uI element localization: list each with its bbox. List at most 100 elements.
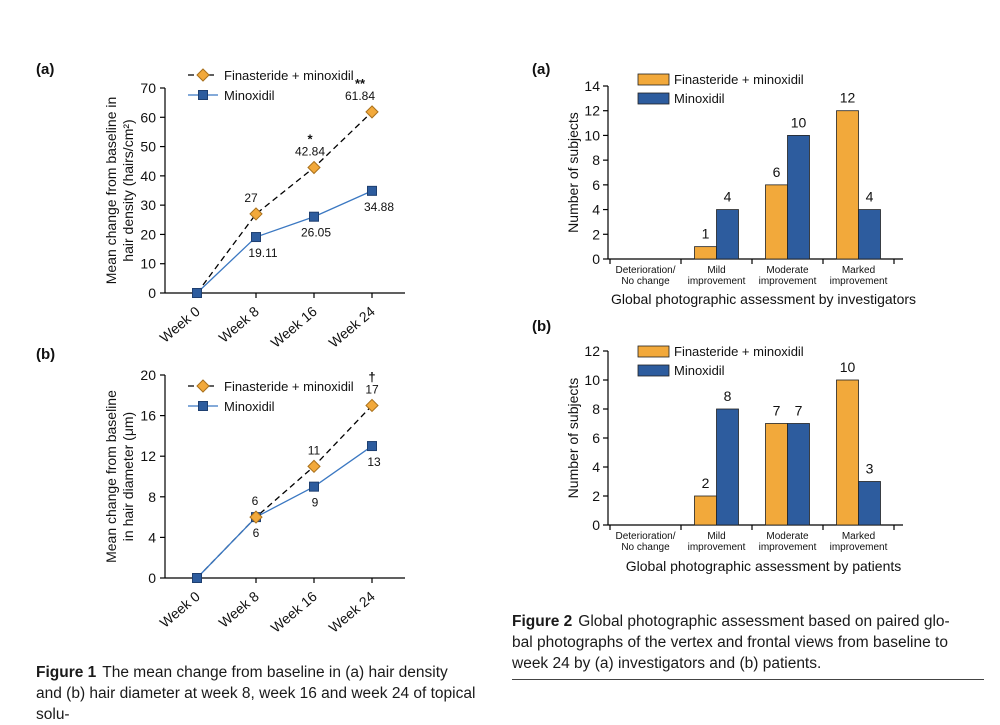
- fig2b-bar-minoxidil: [716, 408, 739, 526]
- panel-label-fig1b: (b): [36, 346, 55, 363]
- fig1a-y-tick-label: 50: [140, 139, 156, 155]
- fig1a-y-tick-label: 0: [148, 285, 156, 301]
- fig2b-bar-value-minoxidil: 3: [866, 461, 874, 477]
- fig1b-data-label-minoxidil: 9: [312, 496, 319, 510]
- panel-label-fig1a: (a): [36, 61, 54, 78]
- fig1a-y-axis-title: hair density (hairs/cm²): [120, 119, 136, 261]
- fig1a-y-tick-label: 30: [140, 197, 156, 213]
- fig1b-y-tick-label: 8: [148, 489, 156, 505]
- fig1a-point-minoxidil: [192, 288, 202, 298]
- fig1a-point-minoxidil: [251, 232, 261, 243]
- fig1b-y-tick-label: 0: [148, 570, 156, 586]
- fig2a-category-label: No change: [621, 276, 670, 287]
- fig2a-bar-value-minoxidil: 10: [791, 114, 807, 130]
- fig2b-bar-finasteride: [836, 379, 859, 526]
- fig2b-y-tick-label: 2: [592, 488, 600, 504]
- fig2a-bar-value-minoxidil: 4: [866, 189, 874, 205]
- fig1a-data-label-finasteride: 27: [244, 191, 258, 205]
- fig2a-category-label: Mild: [707, 265, 725, 276]
- fig2b-legend-swatch-minoxidil: [637, 364, 670, 377]
- figure1-label: Figure 1: [36, 664, 97, 681]
- fig2b-category-label: improvement: [830, 542, 888, 553]
- fig2a-bar-value-finasteride: 6: [773, 164, 781, 180]
- fig1b-series-line-minoxidil: [196, 445, 373, 579]
- fig1b-legend-marker-finasteride: [196, 379, 210, 393]
- figure2-caption: Figure 2 Global photographic assessment b…: [512, 611, 972, 674]
- fig1a-data-label-minoxidil: 34.88: [364, 200, 394, 214]
- fig2a-y-tick-label: 12: [584, 103, 600, 119]
- fig2a-y-tick-label: 2: [592, 226, 600, 242]
- fig1b-point-minoxidil: [192, 573, 202, 583]
- fig1b-y-tick-label: 20: [140, 367, 156, 383]
- figure1-caption: Figure 1 The mean change from baseline in…: [36, 662, 476, 725]
- fig2a-bar-minoxidil: [716, 209, 739, 260]
- fig2a-bar-minoxidil: [858, 209, 881, 260]
- fig1a-legend-marker-minoxidil: [198, 90, 208, 100]
- fig1a-x-tick-label: Week 24: [326, 303, 379, 351]
- fig1b-legend-label-minoxidil: Minoxidil: [224, 399, 275, 414]
- fig2a-y-axis-title: Number of subjects: [565, 112, 581, 233]
- fig1b-y-tick-label: 12: [140, 448, 156, 464]
- fig1a-point-finasteride: [307, 160, 321, 175]
- fig1b-point-finasteride: [365, 398, 379, 413]
- fig1b-series-line-finasteride: [196, 405, 373, 579]
- fig1a-y-tick-label: 60: [140, 109, 156, 125]
- figure2-label: Figure 2: [512, 613, 573, 630]
- fig1a-legend-label-finasteride: Finasteride + minoxidil: [224, 68, 354, 83]
- fig1a-legend-marker-finasteride: [196, 68, 210, 82]
- fig2b-y-axis-title: Number of subjects: [565, 378, 581, 499]
- fig2b-bar-minoxidil: [787, 423, 810, 526]
- fig2a-y-tick-label: 14: [584, 78, 600, 94]
- fig2b-y-tick-label: 12: [584, 343, 600, 359]
- fig2a-bar-minoxidil: [787, 135, 810, 260]
- fig2b-y-tick-label: 0: [592, 517, 600, 533]
- fig1a-point-finasteride: [365, 105, 379, 119]
- fig1b-y-tick-label: 4: [148, 529, 156, 545]
- fig1b-data-label-minoxidil: 13: [367, 455, 381, 469]
- fig1a-data-label-finasteride: 42.84: [295, 145, 325, 159]
- fig1a-x-tick-label: Week 8: [215, 303, 262, 346]
- fig2a-x-axis-title: Global photographic assessment by invest…: [611, 291, 916, 307]
- fig1b-point-minoxidil: [309, 481, 319, 492]
- fig2a-legend-label-finasteride: Finasteride + minoxidil: [674, 72, 804, 87]
- fig1a-series-line-finasteride: [196, 111, 373, 294]
- fig2b-bar-finasteride: [765, 423, 788, 526]
- fig1b-data-label-finasteride: 17: [365, 382, 379, 396]
- fig2b-category-label: improvement: [688, 542, 746, 553]
- fig2b-bar-value-finasteride: 10: [840, 359, 856, 375]
- fig1b-data-label-minoxidil: 6: [253, 526, 260, 540]
- fig1b-x-tick-label: Week 24: [326, 588, 379, 636]
- fig2b-y-tick-label: 4: [592, 459, 600, 475]
- fig2b-x-axis-title: Global photographic assessment by patien…: [626, 558, 902, 574]
- fig2a-category-label: Deterioration/: [615, 265, 675, 276]
- fig1a-data-label-minoxidil: 26.05: [301, 226, 331, 240]
- fig1b-x-tick-label: Week 16: [268, 588, 321, 636]
- figure2-text: Global photographic assessment based on …: [512, 613, 950, 672]
- fig2a-category-label: improvement: [759, 276, 817, 287]
- fig2b-category-label: Marked: [842, 531, 875, 542]
- fig2a-bar-finasteride: [836, 110, 859, 260]
- fig1a-y-tick-label: 20: [140, 226, 156, 242]
- panel-label-fig2a: (a): [532, 61, 550, 78]
- fig2a-legend-label-minoxidil: Minoxidil: [674, 91, 725, 106]
- fig2a-y-tick-label: 10: [584, 127, 600, 143]
- fig1a-point-finasteride: [249, 207, 263, 221]
- fig2a-legend-swatch-minoxidil: [637, 92, 670, 105]
- fig1b-point-finasteride: [249, 510, 263, 524]
- fig1b-point-minoxidil: [367, 441, 377, 452]
- fig1a-y-tick-label: 10: [140, 256, 156, 272]
- fig2a-category-label: improvement: [688, 276, 746, 287]
- fig1a-data-label-finasteride: 61.84: [345, 89, 375, 103]
- fig2b-bar-minoxidil: [858, 481, 881, 526]
- fig2a-bar-value-minoxidil: 4: [724, 189, 732, 205]
- fig1b-y-tick-label: 16: [140, 408, 156, 424]
- fig1b-significance-mark: †: [368, 369, 375, 384]
- fig2b-bar-value-finasteride: 2: [702, 475, 710, 491]
- fig2b-bar-finasteride: [694, 495, 717, 526]
- fig1a-significance-mark: *: [307, 132, 313, 147]
- fig1b-y-axis-title: in hair diameter (μm): [120, 412, 136, 541]
- fig1a-point-minoxidil: [309, 211, 319, 222]
- fig1b-data-label-finasteride: 6: [252, 494, 259, 508]
- fig2a-bar-value-finasteride: 12: [840, 90, 856, 106]
